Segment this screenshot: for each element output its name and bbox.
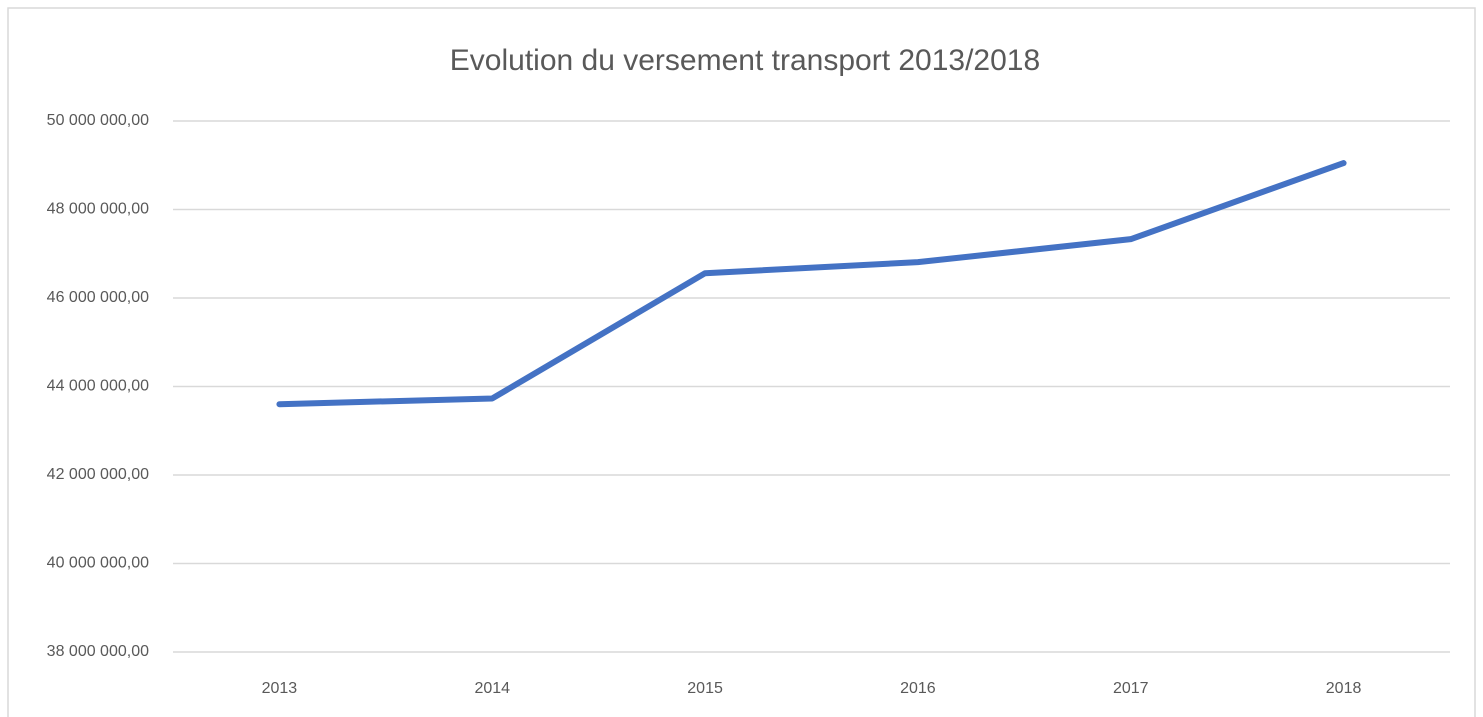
y-tick-label: 38 000 000,00	[47, 643, 149, 660]
x-tick-label: 2016	[900, 680, 936, 697]
y-tick-label: 48 000 000,00	[47, 201, 149, 218]
y-tick-label: 50 000 000,00	[47, 112, 149, 129]
y-tick-label: 40 000 000,00	[47, 555, 149, 572]
chart-frame	[7, 7, 1476, 717]
x-tick-label: 2018	[1326, 680, 1362, 697]
x-tick-label: 2017	[1113, 680, 1149, 697]
x-tick-label: 2015	[687, 680, 723, 697]
x-tick-label: 2013	[262, 680, 298, 697]
line-series	[276, 160, 1347, 408]
chart-title: Evolution du versement transport 2013/20…	[450, 44, 1040, 77]
x-tick-label: 2014	[474, 680, 510, 697]
y-tick-label: 42 000 000,00	[47, 466, 149, 483]
y-tick-label: 44 000 000,00	[47, 378, 149, 395]
y-tick-label: 46 000 000,00	[47, 289, 149, 306]
